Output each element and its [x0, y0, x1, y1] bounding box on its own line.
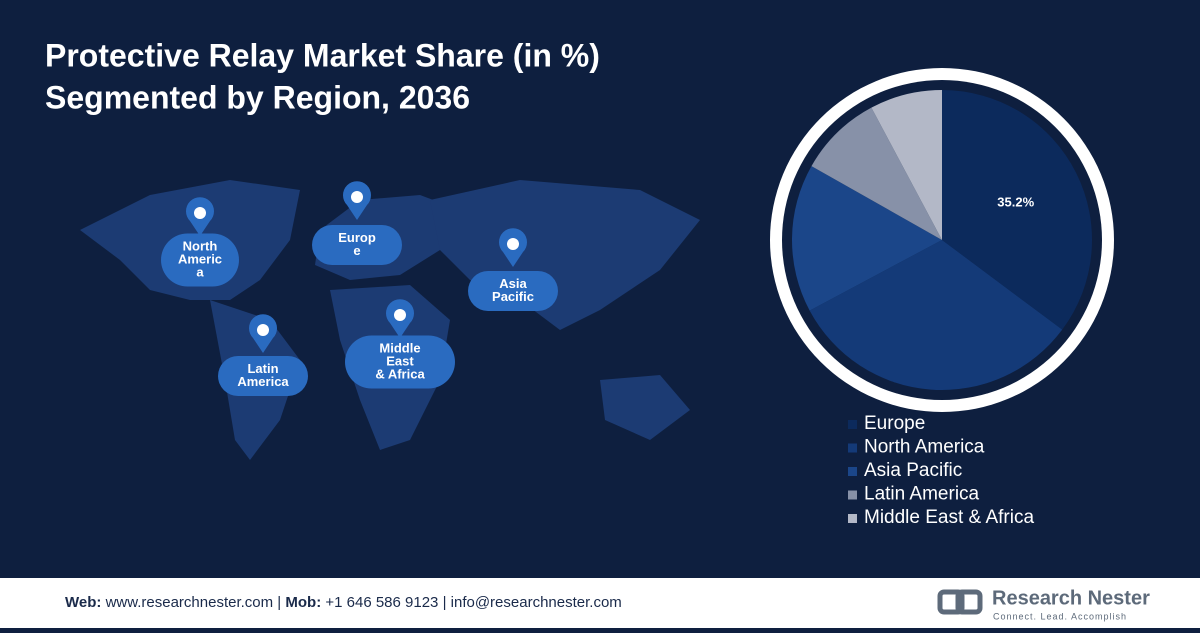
map-label: Europ [338, 230, 376, 245]
map-label: e [353, 243, 360, 258]
logo-tagline: Connect. Lead. Accomplish [993, 611, 1127, 621]
pie-slice [811, 107, 942, 241]
map-label-pill [468, 271, 558, 311]
data-label: 35.2% [997, 194, 1034, 209]
legend-swatch [848, 467, 857, 476]
footer-sep2: | [443, 594, 451, 611]
map-label: Middle [379, 340, 420, 355]
footer-web-label: Web: [65, 594, 106, 611]
map-pin-dot [257, 324, 269, 336]
legend-swatch [848, 490, 857, 500]
map-label: Latin [247, 361, 278, 376]
map-label: a [196, 264, 204, 279]
legend-swatch [848, 514, 857, 523]
chart-title: Protective Relay Market Share (in %) [45, 37, 600, 73]
pie-slice [942, 90, 1093, 330]
legend-label: North America [864, 437, 985, 458]
logo-name: Research Nester [992, 587, 1150, 609]
legend-swatch [848, 443, 857, 453]
legend-label: Asia Pacific [864, 460, 962, 481]
pie-slice [792, 166, 942, 311]
map-label: East [386, 353, 414, 368]
footer-band [0, 578, 1200, 628]
map-pin-dot [194, 207, 206, 219]
map-label: North [183, 238, 218, 253]
footer-mob: +1 646 586 9123 [325, 594, 442, 611]
logo-icon [937, 589, 983, 615]
footer-sep1: | [277, 594, 285, 611]
legend-label: Europe [864, 413, 925, 434]
map-label: & Africa [375, 366, 425, 381]
map-label: Pacific [492, 289, 534, 304]
footer-email: info@researchnester.com [451, 594, 622, 611]
legend-swatch [848, 420, 857, 429]
pie-slice [809, 240, 1063, 391]
pie-slice [871, 90, 942, 240]
map-pin-dot [351, 191, 363, 203]
legend-label: Latin America [864, 484, 980, 505]
map-label-pill [312, 225, 402, 265]
footer-contact: Web: www.researchnester.com | Mob: +1 64… [65, 594, 622, 611]
map-label: Asia [499, 276, 527, 291]
map-label-pill [218, 356, 308, 396]
map-label-pill [345, 335, 455, 389]
map-label-pill [161, 233, 239, 287]
chart-title: Segmented by Region, 2036 [45, 79, 470, 115]
map-pin-dot [394, 309, 406, 321]
map-label: Americ [178, 251, 222, 266]
footer-mob-label: Mob: [285, 594, 325, 611]
map-pin-dot [507, 238, 519, 250]
map-label: America [237, 374, 289, 389]
legend-label: Middle East & Africa [864, 507, 1034, 528]
footer-web: www.researchnester.com [105, 594, 278, 611]
